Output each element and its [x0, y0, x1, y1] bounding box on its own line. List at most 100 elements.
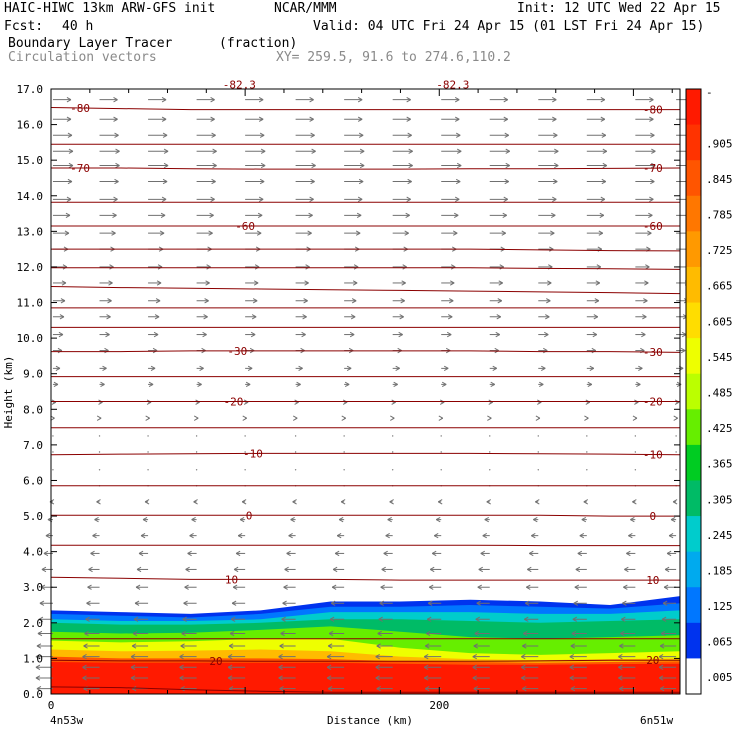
vector-head	[526, 584, 531, 590]
vector-head	[304, 280, 309, 286]
vector-head	[135, 584, 141, 590]
vector-head	[37, 630, 43, 637]
vector-head	[85, 616, 90, 622]
vector-head	[286, 550, 291, 557]
vector-7-4	[245, 212, 263, 218]
vector-head	[131, 643, 137, 649]
vector-head	[40, 584, 46, 590]
vector-head	[428, 584, 434, 590]
vector-31-3	[182, 616, 197, 622]
vector-head	[35, 675, 41, 681]
vector-8-6	[344, 230, 361, 236]
vector-3-7	[392, 148, 413, 154]
vector-head	[288, 532, 293, 539]
vector-24-8	[437, 499, 443, 505]
vector-26-7	[385, 532, 393, 539]
vector-36-6	[326, 675, 345, 681]
vector-head	[132, 630, 138, 637]
vector-head	[454, 97, 460, 103]
vector-28-12	[624, 566, 636, 573]
vector-32-5	[280, 630, 296, 637]
y-axis-label: Height (km)	[2, 356, 15, 429]
vector-3-3	[196, 148, 217, 154]
vector-13-13	[676, 314, 688, 320]
vector-head	[622, 600, 627, 606]
vector-head	[84, 630, 89, 637]
y-tick-label: 2.0	[23, 617, 43, 630]
vector-head	[570, 686, 576, 692]
vector-head	[383, 550, 388, 557]
vector-11-2	[148, 280, 162, 286]
vector-8-7	[392, 230, 409, 236]
vector-5-3	[196, 178, 216, 185]
vector-32-10	[523, 630, 539, 637]
vector-head	[443, 365, 449, 372]
vector-head	[338, 516, 344, 523]
vector-head	[102, 365, 107, 372]
vector-head	[598, 230, 604, 236]
vector-17-1	[99, 381, 105, 388]
vector-17-2	[148, 381, 154, 388]
vector-7-1	[99, 212, 117, 218]
vector-19-11	[584, 415, 589, 421]
vector-head	[630, 516, 635, 523]
vector-33-10	[522, 643, 539, 649]
vector-head	[495, 331, 500, 338]
vector-head	[680, 347, 686, 354]
vector-head	[336, 532, 342, 539]
vector-head	[332, 566, 338, 573]
vector-19-13	[673, 415, 678, 421]
vector-31-5	[281, 616, 296, 622]
vector-head	[666, 550, 672, 557]
vector-34-5	[278, 653, 296, 660]
vector-28-13	[664, 566, 677, 573]
vector-3-6	[344, 148, 365, 154]
vector-head	[407, 178, 412, 185]
vector-head	[227, 653, 233, 660]
vector-head	[211, 132, 216, 138]
vector-head	[231, 600, 237, 606]
vector-head	[328, 630, 334, 637]
vector-head	[632, 415, 638, 421]
vector-32-1	[84, 630, 100, 637]
vector-24-5	[292, 499, 297, 505]
vector-34-8	[423, 653, 442, 660]
vector-13-1	[99, 314, 111, 320]
vector-5-4	[245, 178, 265, 185]
vector-head	[113, 97, 118, 103]
vector-head	[405, 212, 410, 218]
vector-head	[475, 616, 480, 622]
vector-13-3	[196, 314, 208, 320]
vector-head	[350, 314, 356, 320]
vector-head	[547, 280, 552, 286]
vector-14-11	[586, 331, 598, 338]
vector-head	[478, 566, 483, 573]
vector-13-0	[52, 314, 65, 320]
init-time: Init: 12 UTC Wed 22 Apr 15	[517, 1, 721, 16]
vector-22-9	[489, 469, 491, 471]
vector-5-12	[635, 178, 655, 185]
vector-2-1	[99, 132, 119, 138]
vector-32-12	[620, 630, 636, 637]
vector-1-3	[196, 116, 215, 122]
vector-head	[334, 550, 340, 557]
vector-3-2	[148, 148, 169, 154]
vector-28-3	[185, 566, 197, 573]
vector-26-4	[237, 532, 246, 539]
vector-18-7	[391, 399, 396, 405]
vector-21-1	[98, 451, 101, 453]
vector-0-11	[586, 97, 606, 103]
vector-30-10	[525, 600, 539, 606]
vector-27-13	[666, 550, 677, 557]
vector-head	[522, 686, 527, 692]
vector-24-11	[583, 499, 589, 505]
vector-21-8	[440, 451, 442, 453]
vector-head	[650, 132, 655, 138]
vector-head	[67, 178, 73, 185]
vector-7-2	[148, 212, 166, 218]
vector-29-6	[331, 584, 345, 590]
vector-35-12	[618, 664, 636, 670]
vector-16-8	[441, 365, 449, 372]
cross-section-endpoints: XY= 259.5, 91.6 to 274.6,110.2	[276, 50, 511, 65]
vector-head	[552, 97, 557, 103]
